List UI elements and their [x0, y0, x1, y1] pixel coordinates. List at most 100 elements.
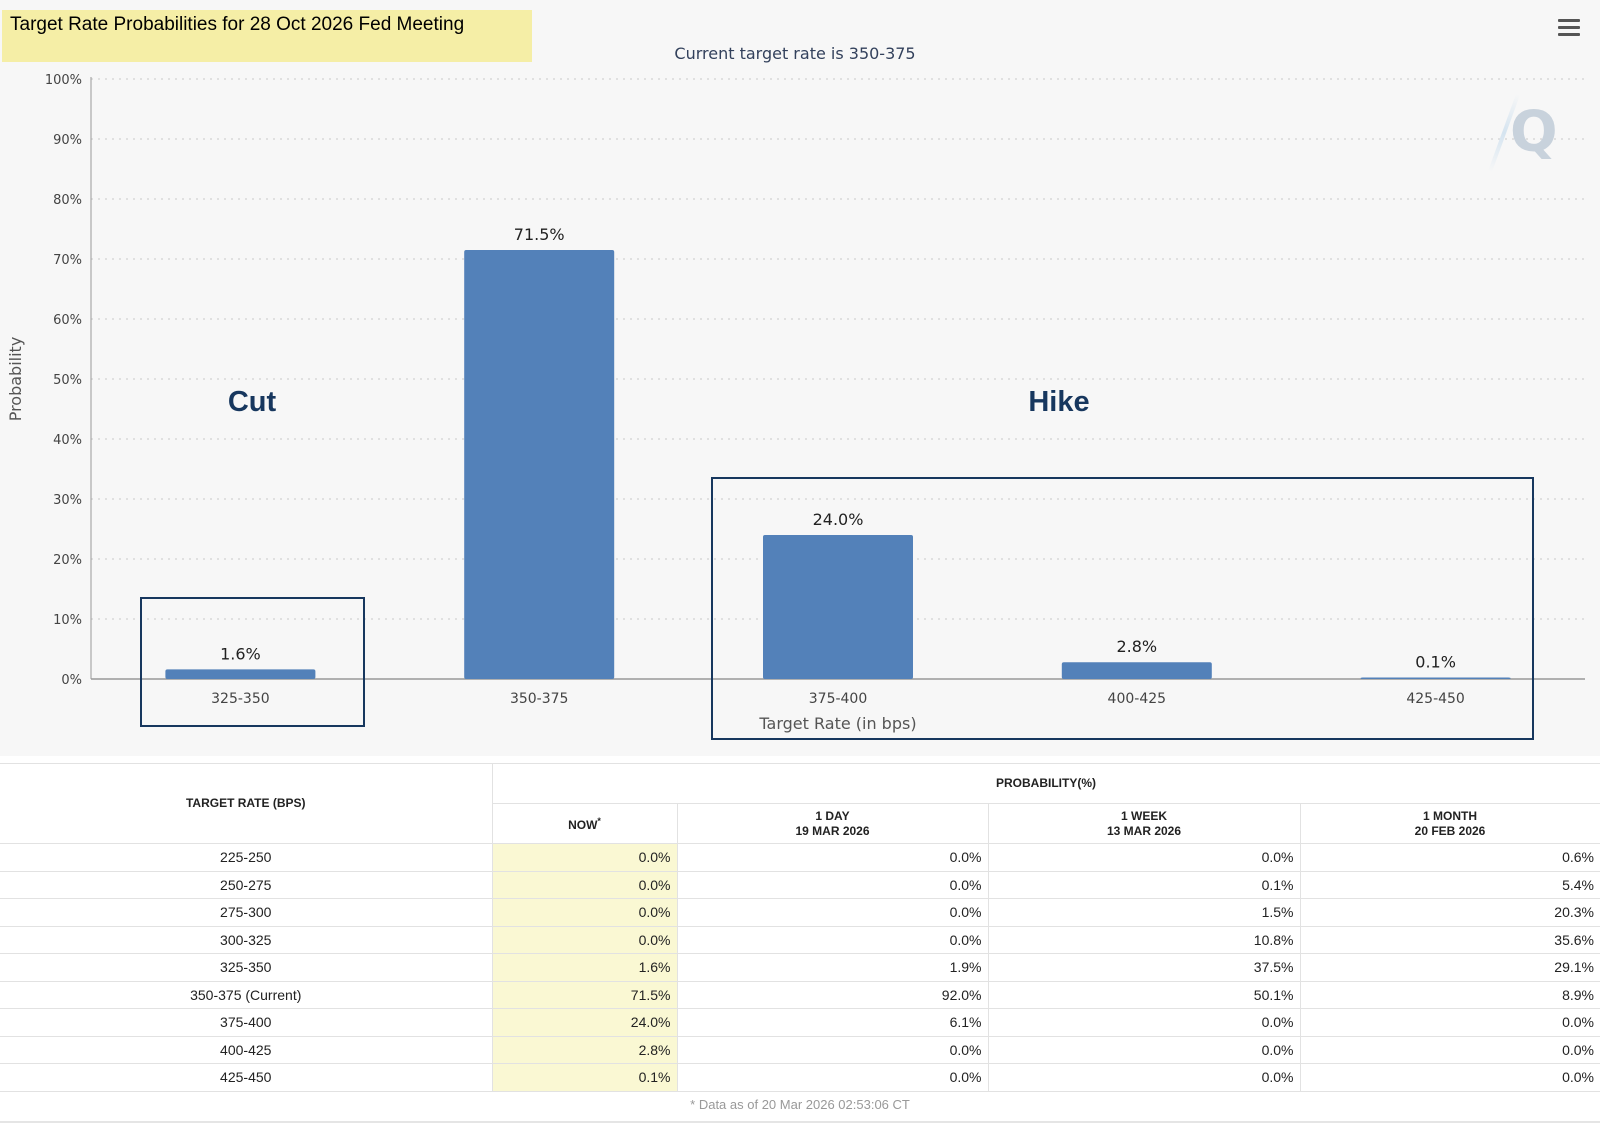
- y-tick-label: 0%: [61, 673, 82, 688]
- hike-annotation: Hike: [1028, 386, 1089, 418]
- data-labels: 1.6% 71.5% 24.0% 2.8% 0.1%: [220, 225, 1456, 672]
- y-tick-label: 50%: [53, 373, 82, 388]
- y-axis-title: Probability: [6, 337, 25, 422]
- quikstrike-watermark-icon: Q: [1510, 100, 1558, 165]
- y-tick-label: 90%: [53, 133, 82, 148]
- day-cell: 0.0%: [676, 871, 988, 899]
- week-cell: 50.1%: [987, 981, 1300, 1009]
- day-cell: 1.9%: [676, 953, 988, 982]
- x-axis-ticks: 325-350 350-375 375-400 400-425 425-450: [211, 691, 1465, 707]
- table-row: 350-375 (Current) 71.5% 92.0% 50.1% 8.9%: [0, 981, 1600, 1009]
- header-1-day: 1 DAY 19 MAR 2026: [676, 803, 989, 844]
- day-cell: 6.1%: [676, 1008, 988, 1037]
- bar-375-400[interactable]: [763, 535, 913, 679]
- data-label-325-350: 1.6%: [220, 644, 261, 663]
- y-tick-label: 10%: [53, 613, 82, 628]
- day-cell: 0.0%: [676, 898, 988, 927]
- y-tick-label: 20%: [53, 553, 82, 568]
- bar-325-350[interactable]: [165, 669, 316, 679]
- rate-cell: 275-300: [0, 898, 492, 927]
- day-cell: 0.0%: [676, 926, 988, 954]
- month-cell: 29.1%: [1299, 953, 1600, 982]
- table-row: 325-350 1.6% 1.9% 37.5% 29.1%: [0, 953, 1600, 982]
- y-tick-label: 80%: [53, 193, 82, 208]
- month-cell: 5.4%: [1299, 871, 1600, 899]
- rate-cell: 350-375 (Current): [0, 981, 492, 1009]
- chart-title: Target Rate Probabilities for 28 Oct 202…: [10, 14, 465, 35]
- bottom-divider: [0, 1121, 1600, 1123]
- week-cell: 0.0%: [987, 1008, 1300, 1037]
- week-cell: 0.0%: [987, 1063, 1300, 1092]
- day-cell: 92.0%: [676, 981, 988, 1009]
- bar-350-375[interactable]: [464, 250, 615, 679]
- x-tick-label: 375-400: [809, 691, 868, 707]
- table-row: 400-425 2.8% 0.0% 0.0% 0.0%: [0, 1036, 1600, 1064]
- month-cell: 20.3%: [1299, 898, 1600, 927]
- rate-cell: 425-450: [0, 1063, 492, 1092]
- y-axis-ticks: 0% 10% 20% 30% 40% 50% 60% 70% 80% 90% 100%: [45, 73, 82, 688]
- now-cell: 0.0%: [491, 898, 677, 927]
- bars: [165, 250, 1511, 680]
- rate-cell: 400-425: [0, 1036, 492, 1064]
- cut-highlight-box: [140, 597, 365, 727]
- week-cell: 0.0%: [987, 1036, 1300, 1064]
- now-cell: 0.0%: [491, 871, 677, 899]
- day-cell: 0.0%: [676, 1063, 988, 1092]
- month-cell: 0.0%: [1299, 1008, 1600, 1037]
- x-tick-label: 425-450: [1406, 691, 1465, 707]
- bar-425-450[interactable]: [1360, 677, 1511, 680]
- y-tick-label: 100%: [45, 73, 82, 88]
- data-label-425-450: 0.1%: [1415, 653, 1456, 672]
- rate-cell: 250-275: [0, 871, 492, 899]
- x-tick-label: 325-350: [211, 691, 270, 707]
- now-cell: 0.1%: [491, 1063, 677, 1092]
- y-tick-label: 70%: [53, 253, 82, 268]
- cut-annotation: Cut: [228, 386, 277, 418]
- week-cell: 0.0%: [987, 843, 1300, 872]
- data-label-400-425: 2.8%: [1116, 637, 1157, 656]
- month-cell: 0.0%: [1299, 1063, 1600, 1092]
- y-tick-label: 30%: [53, 493, 82, 508]
- bar-400-425[interactable]: [1061, 662, 1212, 679]
- data-timestamp-footnote: * Data as of 20 Mar 2026 02:53:06 CT: [690, 1097, 910, 1112]
- table-row: 375-400 24.0% 6.1% 0.0% 0.0%: [0, 1008, 1600, 1037]
- hamburger-menu-icon[interactable]: [1558, 19, 1580, 37]
- week-cell: 10.8%: [987, 926, 1300, 954]
- hike-highlight-box: [711, 477, 1534, 740]
- data-label-375-400: 24.0%: [813, 510, 864, 529]
- x-axis-title: Target Rate (in bps): [758, 714, 916, 733]
- table-row: 300-325 0.0% 0.0% 10.8% 35.6%: [0, 926, 1600, 954]
- table-row: 225-250 0.0% 0.0% 0.0% 0.6%: [0, 843, 1600, 872]
- now-cell: 1.6%: [491, 953, 677, 982]
- table-row: 250-275 0.0% 0.0% 0.1% 5.4%: [0, 871, 1600, 899]
- week-cell: 37.5%: [987, 953, 1300, 982]
- header-1-week: 1 WEEK 13 MAR 2026: [987, 803, 1301, 844]
- x-tick-label: 350-375: [510, 691, 569, 707]
- chart-subtitle: Current target rate is 350-375: [674, 44, 916, 63]
- now-cell: 0.0%: [491, 926, 677, 954]
- table-row: 275-300 0.0% 0.0% 1.5% 20.3%: [0, 898, 1600, 927]
- x-tick-label: 400-425: [1108, 691, 1167, 707]
- day-cell: 0.0%: [676, 843, 988, 872]
- rate-cell: 325-350: [0, 953, 492, 982]
- month-cell: 8.9%: [1299, 981, 1600, 1009]
- week-cell: 1.5%: [987, 898, 1300, 927]
- day-cell: 0.0%: [676, 1036, 988, 1064]
- month-cell: 0.0%: [1299, 1036, 1600, 1064]
- data-label-350-375: 71.5%: [514, 225, 565, 244]
- now-cell: 71.5%: [491, 981, 677, 1009]
- y-tick-label: 60%: [53, 313, 82, 328]
- now-cell: 0.0%: [491, 843, 677, 872]
- month-cell: 0.6%: [1299, 843, 1600, 872]
- chart-title-box: Target Rate Probabilities for 28 Oct 202…: [2, 10, 532, 62]
- table-row: 425-450 0.1% 0.0% 0.0% 0.0%: [0, 1063, 1600, 1092]
- rate-cell: 375-400: [0, 1008, 492, 1037]
- now-cell: 24.0%: [491, 1008, 677, 1037]
- header-1-month: 1 MONTH 20 FEB 2026: [1299, 803, 1600, 844]
- probability-chart: 0% 10% 20% 30% 40% 50% 60% 70% 80% 90% 100% 1.6% 71…: [6, 73, 1585, 740]
- rate-cell: 225-250: [0, 843, 492, 872]
- now-cell: 2.8%: [491, 1036, 677, 1064]
- month-cell: 35.6%: [1299, 926, 1600, 954]
- header-target-rate: TARGET RATE (BPS): [0, 763, 493, 844]
- y-tick-label: 40%: [53, 433, 82, 448]
